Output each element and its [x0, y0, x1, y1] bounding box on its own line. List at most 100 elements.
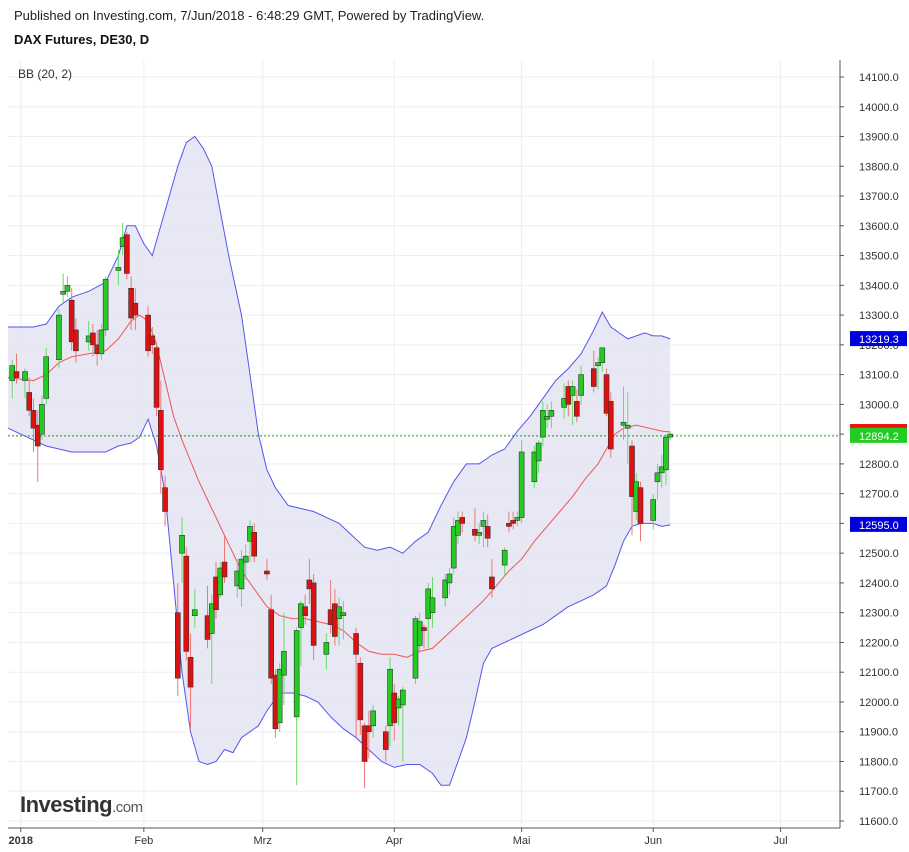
candle [421, 624, 427, 649]
candle-body [22, 371, 28, 381]
candle [43, 347, 50, 405]
candle-body [221, 561, 228, 578]
candle-body [179, 535, 185, 554]
candle-body [174, 612, 181, 679]
candle [450, 517, 457, 574]
candle-body [149, 335, 156, 346]
candle [102, 276, 109, 336]
candle [514, 511, 521, 527]
candle-body [663, 436, 669, 471]
candle [30, 398, 37, 452]
logo-main-text: Investing [20, 792, 113, 817]
candle [13, 353, 20, 384]
price-badge-box [850, 427, 907, 443]
candle-body [531, 451, 538, 483]
candle [68, 288, 75, 351]
price-badge-label: 12894.2 [859, 431, 899, 443]
candle [654, 463, 661, 500]
candle [650, 493, 657, 530]
investing-logo: Investing.com [20, 792, 143, 818]
candle-body [353, 633, 359, 655]
y-tick-label: 13000.0 [859, 399, 899, 411]
candle [145, 306, 151, 357]
candle-body [540, 410, 546, 438]
candle-body [603, 374, 610, 414]
y-axis-ticks: 11600.0 11700.0 11800.0 11900.0 12000.0 12100… [840, 72, 899, 828]
price-badge-green: 12894.2 [850, 427, 907, 443]
price-badge-label: 12595.0 [859, 520, 899, 532]
candle [416, 612, 423, 652]
y-tick-label: 13500.0 [859, 251, 899, 263]
price-badge-box [850, 331, 907, 347]
candle [26, 377, 33, 417]
candle-body [191, 609, 198, 616]
candle-body [340, 612, 347, 616]
candle-body [217, 567, 224, 596]
bollinger-upper-line [8, 135, 671, 554]
candle-body [158, 410, 164, 471]
y-tick-label: 12700.0 [859, 489, 899, 501]
candle [603, 368, 610, 417]
candle [442, 573, 449, 607]
candle-body [30, 410, 37, 429]
candle [399, 687, 406, 762]
candle [179, 517, 185, 583]
candle-body [654, 472, 661, 483]
x-tick-label: Mai [513, 835, 531, 847]
candle [506, 511, 512, 533]
candle [569, 380, 576, 426]
candle [544, 404, 550, 429]
candle [268, 594, 274, 685]
candle [323, 633, 330, 670]
candle [149, 326, 156, 354]
candle-body [416, 621, 423, 646]
candle-body [238, 558, 245, 590]
price-badge-blue: 12595.0 [850, 516, 907, 532]
candle-body [310, 582, 317, 646]
candle-body [68, 299, 75, 343]
candle-body [446, 573, 453, 584]
y-tick-label: 12400.0 [859, 578, 899, 590]
candle [357, 657, 364, 735]
candle [429, 576, 436, 628]
candle-body [595, 362, 601, 366]
candles [9, 222, 674, 789]
candle [540, 401, 546, 447]
candle-body [624, 424, 631, 429]
candle-body [590, 368, 597, 387]
y-tick-label: 13100.0 [859, 370, 899, 382]
candle-body [153, 347, 160, 408]
candle-body [302, 606, 308, 616]
candle [208, 594, 215, 685]
candle-body [429, 597, 436, 613]
bollinger-lower-line [7, 417, 671, 786]
candle [158, 380, 164, 494]
y-tick-label: 12200.0 [859, 637, 899, 649]
x-tick-label: 2018 [8, 835, 32, 847]
logo-suffix-text: .com [112, 799, 143, 816]
candle-body [514, 517, 521, 521]
candle-body [323, 642, 330, 655]
candle-body [13, 371, 20, 378]
candle [242, 544, 249, 580]
candle [624, 392, 631, 464]
candle [590, 350, 597, 393]
candle-body [264, 570, 270, 575]
candle-body [399, 689, 406, 706]
candle [302, 594, 308, 625]
candle-body [574, 401, 580, 417]
candle-body [480, 520, 487, 527]
candle-body [64, 285, 71, 292]
candle-body [370, 710, 376, 727]
y-tick-label: 14100.0 [859, 72, 899, 84]
candle-body [548, 410, 555, 417]
candle-body [39, 404, 45, 435]
candle [412, 615, 419, 685]
candle [667, 431, 674, 441]
candle-body [357, 662, 364, 721]
candle-body [650, 499, 657, 521]
y-tick-label: 13600.0 [859, 221, 899, 233]
y-tick-label: 12300.0 [859, 608, 899, 620]
